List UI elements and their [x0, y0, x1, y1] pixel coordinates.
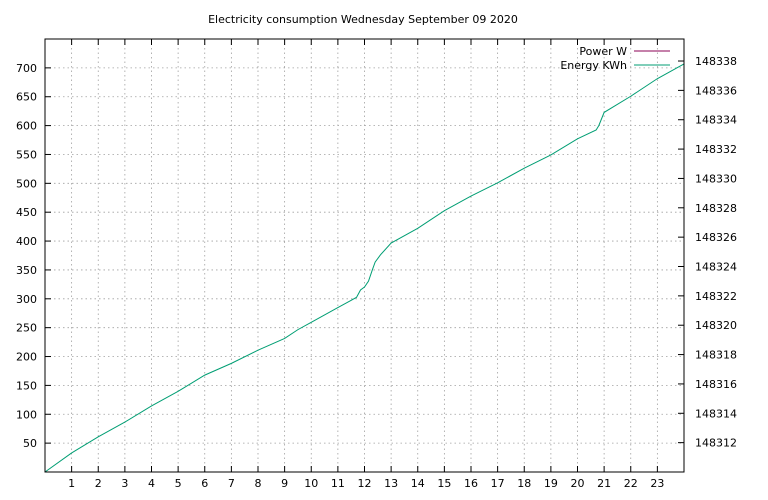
grid [45, 39, 684, 472]
chart-title: Electricity consumption Wednesday Septem… [208, 13, 518, 26]
y-tick-label: 550 [16, 148, 37, 161]
x-tick-label: 19 [544, 477, 558, 490]
y-tick-label: 450 [16, 206, 37, 219]
y2-tick-label: 148322 [695, 290, 737, 303]
y2-tick-label: 148314 [695, 407, 737, 420]
x-tick-label: 7 [228, 477, 235, 490]
y2-tick-label: 148330 [695, 172, 737, 185]
y-tick-label: 350 [16, 264, 37, 277]
x-tick-label: 17 [491, 477, 505, 490]
y-tick-label: 650 [16, 91, 37, 104]
y2-tick-label: 148338 [695, 55, 737, 68]
series-lines [44, 63, 685, 473]
series-line [44, 63, 685, 473]
x-tick-label: 9 [281, 477, 288, 490]
x-tick-label: 16 [464, 477, 478, 490]
x-tick-label: 13 [384, 477, 398, 490]
legend-label: Energy KWh [560, 59, 627, 72]
x-tick-label: 4 [148, 477, 155, 490]
x-tick-label: 1 [68, 477, 75, 490]
x-tick-label: 6 [201, 477, 208, 490]
y-tick-label: 700 [16, 62, 37, 75]
tick-marks [45, 39, 684, 472]
y2-tick-label: 148334 [695, 114, 737, 127]
y-tick-label: 300 [16, 293, 37, 306]
y-tick-label: 200 [16, 351, 37, 364]
y-tick-label: 250 [16, 322, 37, 335]
y-tick-label: 400 [16, 235, 37, 248]
x-tick-label: 5 [175, 477, 182, 490]
x-tick-label: 14 [411, 477, 425, 490]
y2-tick-label: 148326 [695, 231, 737, 244]
legend-label: Power W [579, 45, 627, 58]
y2-tick-label: 148332 [695, 143, 737, 156]
x-tick-label: 22 [624, 477, 638, 490]
y-tick-label: 600 [16, 120, 37, 133]
y2-tick-label: 148312 [695, 437, 737, 450]
y2-tick-label: 148320 [695, 319, 737, 332]
y2-tick-label: 148336 [695, 84, 737, 97]
y-tick-label: 500 [16, 177, 37, 190]
x-tick-label: 3 [121, 477, 128, 490]
x-tick-label: 2 [95, 477, 102, 490]
y-tick-label: 150 [16, 379, 37, 392]
x-tick-label: 8 [255, 477, 262, 490]
y2-tick-label: 148328 [695, 202, 737, 215]
x-tick-label: 21 [597, 477, 611, 490]
y2-tick-label: 148318 [695, 349, 737, 362]
x-tick-label: 20 [571, 477, 585, 490]
x-tick-labels: 1 2 3 4 5 6 7 8 9 10 11 12 13 14 15 16 17 18 19 20 21 22 23 [68, 477, 664, 490]
x-tick-label: 11 [331, 477, 345, 490]
y-tick-labels: 50 100 150 200 250 300 350 400 450 500 550 600 650 70… [16, 62, 37, 450]
y-tick-label: 100 [16, 408, 37, 421]
x-tick-label: 12 [358, 477, 372, 490]
y2-tick-labels: 148312 148314 148316 148318 148320 148322 1483… [695, 55, 737, 450]
y2-tick-label: 148316 [695, 378, 737, 391]
x-tick-label: 18 [517, 477, 531, 490]
x-tick-label: 10 [304, 477, 318, 490]
y-tick-label: 50 [23, 437, 37, 450]
x-tick-label: 15 [437, 477, 451, 490]
x-tick-label: 23 [650, 477, 664, 490]
y2-tick-label: 148324 [695, 261, 737, 274]
